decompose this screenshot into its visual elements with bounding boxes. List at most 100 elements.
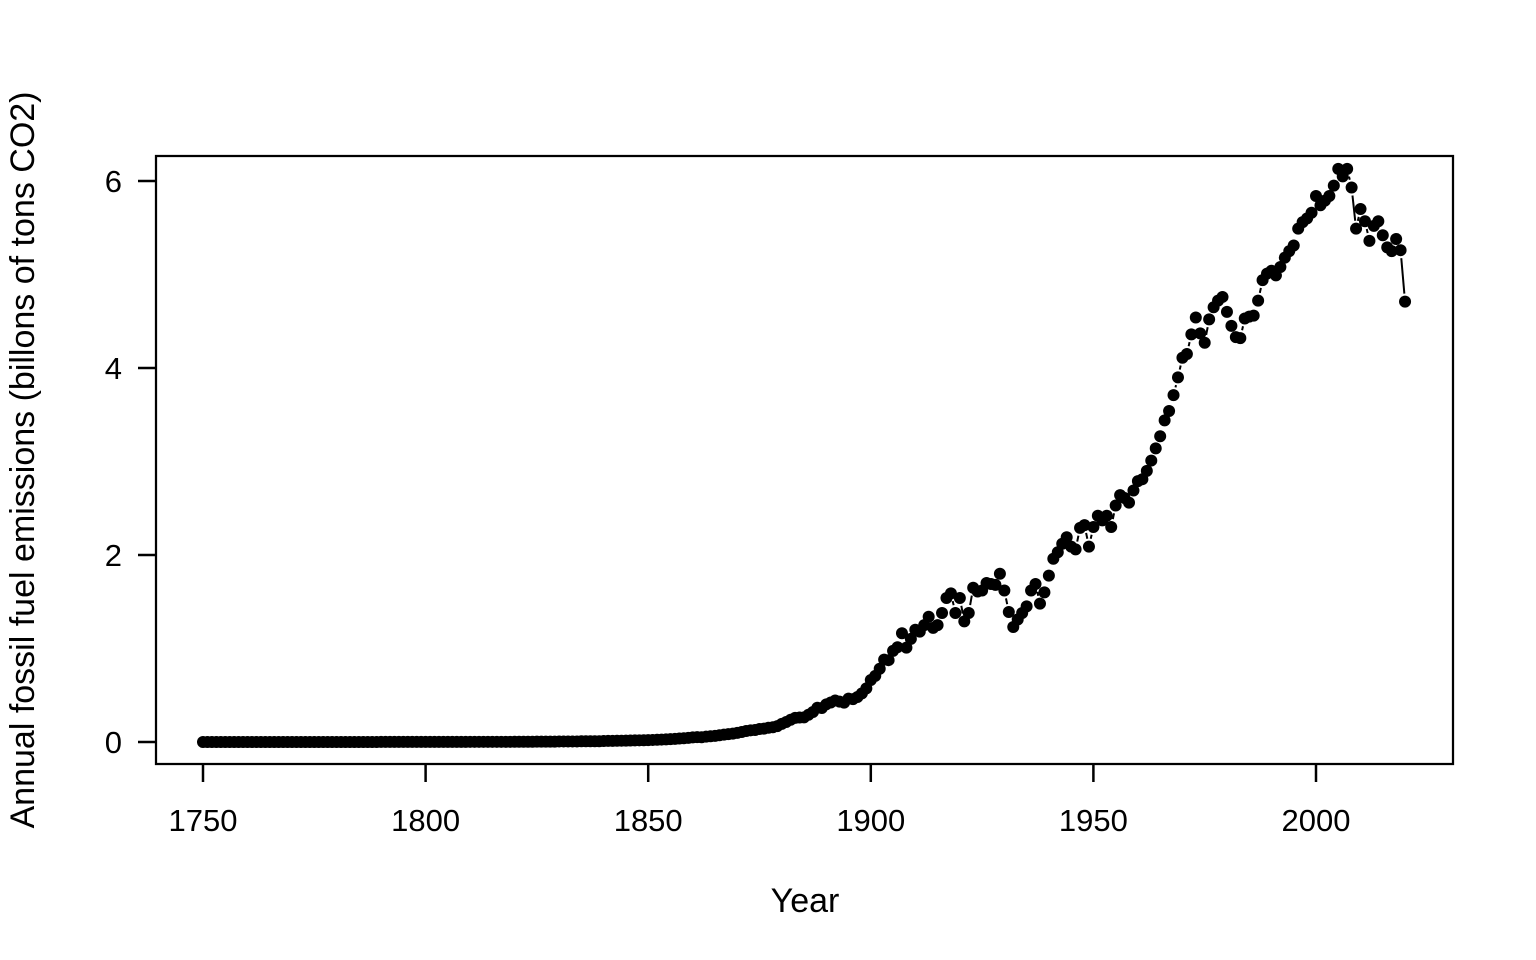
- plot-box: [154, 154, 1455, 766]
- data-point: [1385, 245, 1398, 258]
- data-point: [936, 606, 949, 619]
- data-point: [1376, 229, 1389, 242]
- data-point: [1216, 290, 1229, 303]
- data-point: [1305, 206, 1318, 219]
- x-tick-label: 1800: [391, 803, 460, 838]
- data-point: [1354, 203, 1367, 216]
- data-point: [1394, 244, 1407, 257]
- data-point: [1020, 600, 1033, 613]
- data-point: [1033, 597, 1046, 610]
- connector-segment: [1205, 327, 1209, 336]
- connector-segment: [969, 595, 973, 606]
- data-point: [1185, 328, 1198, 341]
- data-point: [1345, 181, 1358, 194]
- data-point: [1372, 215, 1385, 228]
- x-tick-label: 1950: [1059, 803, 1128, 838]
- data-point: [1082, 540, 1095, 553]
- data-point: [989, 578, 1002, 591]
- data-point: [1069, 543, 1082, 556]
- data-point: [1252, 294, 1265, 307]
- data-point: [1225, 319, 1238, 332]
- data-point: [1390, 232, 1403, 245]
- data-point: [1123, 496, 1136, 509]
- data-point: [1127, 484, 1140, 497]
- data-point: [1234, 332, 1247, 345]
- connector-segment: [1089, 534, 1093, 540]
- data-point: [1247, 309, 1260, 322]
- data-point: [1167, 389, 1180, 402]
- data-point: [1189, 311, 1202, 324]
- y-tick-label: 6: [105, 164, 122, 199]
- data-point: [1203, 313, 1216, 326]
- data-point: [1154, 430, 1167, 443]
- data-point: [1029, 577, 1042, 590]
- data-point: [895, 627, 908, 640]
- data-point: [1038, 586, 1051, 599]
- plot-area: 1750 1800 1850 1900 1950 2000 0 2 4 6: [105, 154, 1455, 838]
- data-point: [1220, 305, 1233, 318]
- connector-segment: [1036, 591, 1040, 597]
- data-point: [1341, 162, 1354, 175]
- data-point: [1042, 569, 1055, 582]
- data-point: [1323, 189, 1336, 202]
- data-point: [1274, 261, 1287, 274]
- connector-segment: [1178, 365, 1182, 370]
- data-point: [922, 610, 935, 623]
- connector-segment: [1365, 228, 1369, 234]
- data-point: [1363, 234, 1376, 247]
- data-point: [1060, 531, 1073, 544]
- data-point: [1194, 327, 1207, 340]
- data-point: [993, 567, 1006, 580]
- data-point: [1310, 189, 1322, 202]
- y-tick-label: 4: [105, 351, 122, 386]
- data-point: [891, 641, 904, 654]
- data-point: [953, 592, 966, 605]
- data-point: [1087, 520, 1100, 533]
- connector-segment: [1174, 384, 1178, 388]
- connector-segment: [1348, 176, 1351, 180]
- connector-segment: [1351, 195, 1357, 221]
- connector-segment: [1258, 287, 1262, 294]
- y-tick-label: 0: [105, 725, 122, 760]
- connector-segment: [1085, 532, 1089, 539]
- data-point: [1078, 519, 1091, 532]
- connector-segment: [951, 600, 955, 606]
- data-point: [1140, 464, 1153, 477]
- data-point: [1002, 606, 1015, 619]
- connector-segment: [1005, 598, 1009, 605]
- data-point: [1105, 520, 1118, 533]
- data-point: [1180, 347, 1193, 360]
- data-point: [949, 606, 962, 619]
- data-point: [998, 584, 1011, 597]
- x-tick-label: 1850: [614, 803, 683, 838]
- data-point: [1287, 239, 1300, 252]
- data-point: [1109, 499, 1122, 512]
- y-tick-label: 2: [105, 538, 122, 573]
- data-point: [873, 662, 886, 675]
- connector-segment: [1400, 258, 1406, 294]
- x-axis-title: Year: [771, 882, 840, 920]
- data-point: [944, 587, 957, 600]
- connector-segment: [1356, 216, 1360, 222]
- y-axis-title: Annual fossil fuel emissions (billons of…: [4, 92, 42, 829]
- connector-segment: [960, 605, 964, 614]
- data-point: [931, 619, 944, 632]
- data-point: [1399, 295, 1412, 308]
- data-point: [1145, 454, 1158, 467]
- connector-segment: [1187, 341, 1191, 347]
- connector-segment: [1241, 326, 1244, 331]
- data-point: [1163, 405, 1176, 418]
- data-point: [1149, 442, 1162, 455]
- data-point: [1100, 509, 1113, 522]
- connector-segment: [1076, 535, 1080, 542]
- data-point: [1358, 215, 1371, 228]
- connector-segment: [1111, 513, 1116, 520]
- data-point: [1350, 222, 1363, 235]
- data-point: [1327, 179, 1340, 192]
- data-point: [1198, 336, 1211, 349]
- x-tick-label: 2000: [1282, 803, 1351, 838]
- data-point: [1171, 371, 1184, 384]
- data-point: [882, 654, 895, 667]
